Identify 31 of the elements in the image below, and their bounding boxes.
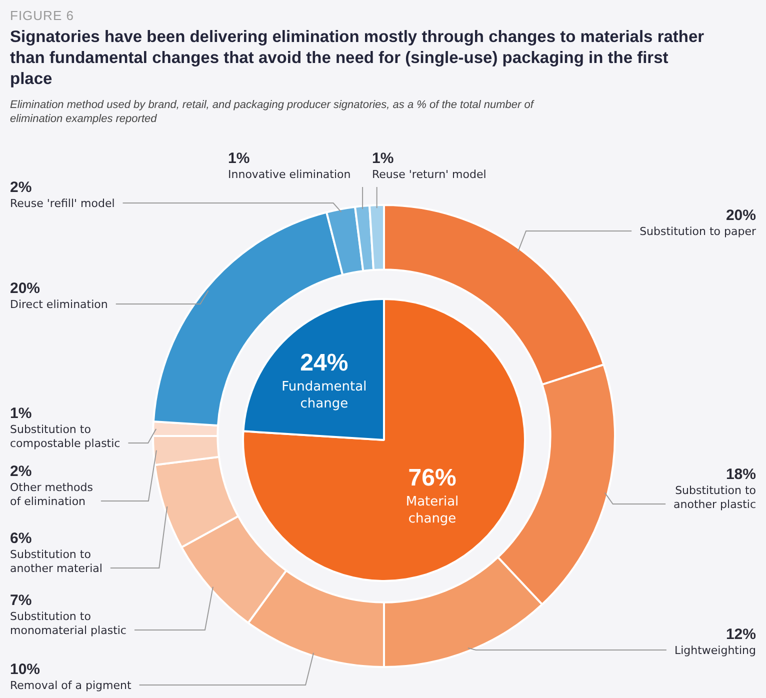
data-label: 1%	[10, 405, 32, 422]
data-label: 2%	[10, 179, 32, 196]
chart-title: Signatories have been delivering elimination mostly through changes to materials rather than fundamental changes that avoid the need for (single-use) packaging in the first place	[10, 27, 706, 90]
data-label: 10%	[10, 661, 40, 678]
data-label: 1%	[228, 150, 250, 167]
data-label: 6%	[10, 530, 32, 547]
slice-label: Innovative elimination	[228, 168, 351, 181]
data-label: 2%	[10, 463, 32, 480]
slice-label: Material change	[406, 494, 459, 526]
slice-label: Fundamental change	[282, 379, 367, 412]
data-label: 20%	[726, 207, 756, 224]
data-label: 20%	[10, 280, 40, 297]
slice-label: Substitution to paper	[640, 225, 756, 238]
data-label: 1%	[372, 150, 394, 167]
slice-label: Substitution to compostable plastic	[10, 423, 120, 450]
slice-label: Other methods of elimination	[10, 481, 94, 508]
data-label: 7%	[10, 592, 32, 609]
slice-label: Substitution to another plastic	[674, 484, 756, 511]
slice-label: Substitution to another material	[10, 548, 102, 575]
slice-label: Direct elimination	[10, 298, 108, 311]
caption: FIGURE 6	[10, 8, 75, 23]
slice-label: Reuse 'refill' model	[10, 197, 115, 210]
slice-label: Substitution to monomaterial plastic	[10, 610, 126, 637]
data-label: 76%	[408, 464, 456, 492]
data-label: 24%	[300, 349, 348, 376]
data-label: 18%	[726, 466, 756, 483]
data-label: 12%	[726, 626, 756, 643]
slice-label: Reuse 'return' model	[372, 168, 486, 181]
slice-label: Removal of a pigment	[10, 679, 132, 692]
slice-label: Lightweighting	[674, 644, 756, 657]
chart-subtitle: Elimination method used by brand, retail, and packaging producer signatories, as a % of the total number of elimination examples reported	[10, 98, 536, 126]
